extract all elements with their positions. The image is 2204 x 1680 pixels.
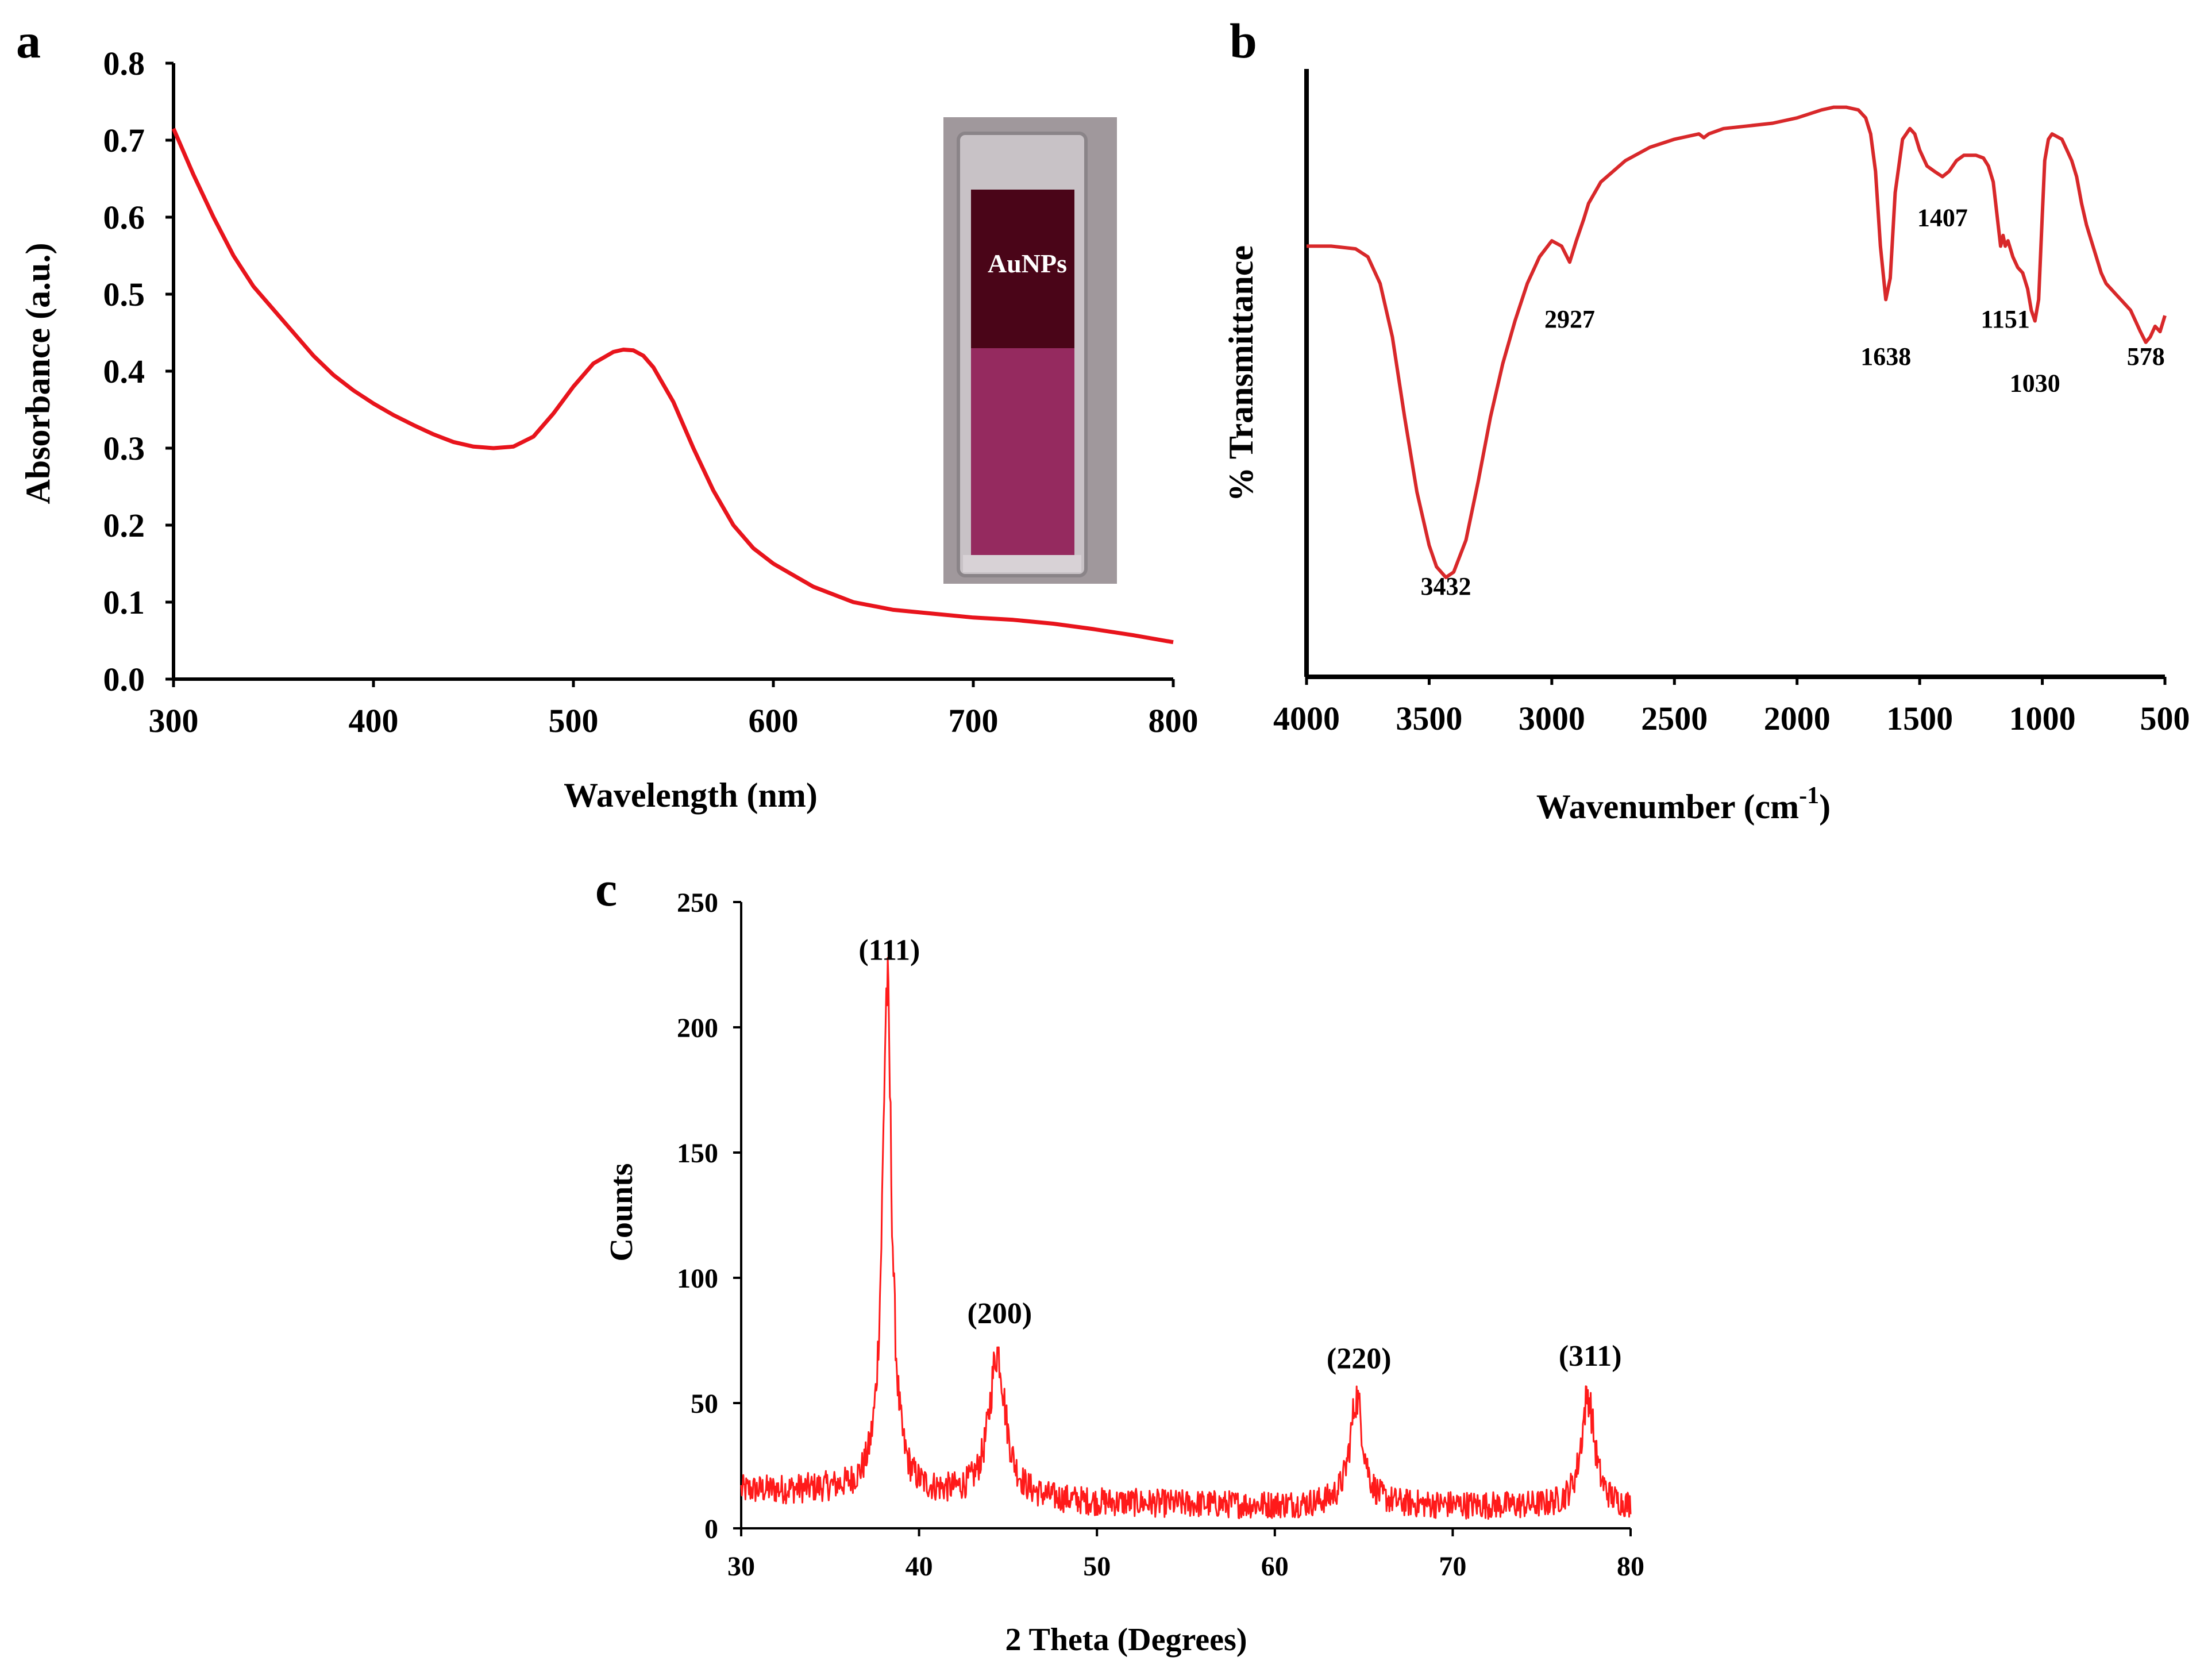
b-series-line — [1307, 105, 2167, 579]
c-x-tick-label: 60 — [1261, 1551, 1289, 1582]
a-y-tick-label: 0.3 — [103, 430, 145, 467]
c-peak-label: (111) — [858, 934, 920, 967]
b-x-axis-label-sup: -1 — [1799, 783, 1819, 809]
b-x-tick-label: 3500 — [1396, 700, 1462, 737]
c-x-tick-label: 70 — [1439, 1551, 1466, 1582]
c-y-tick-label: 200 — [677, 1013, 718, 1043]
b-x-tick-label: 3000 — [1519, 700, 1585, 737]
b-x-tick-label: 1000 — [2009, 700, 2076, 737]
a-y-tick-label: 0.4 — [103, 353, 145, 390]
b-y-axis-label: % Transmittance — [1222, 245, 1260, 502]
a-y-tick-label: 0.5 — [103, 276, 145, 313]
a-y-tick-label: 0.8 — [103, 45, 145, 82]
a-axes: 300 400 500 600 700 800 0.0 0.1 0.2 0.3 0.4 0.5 0.6 0… — [103, 45, 1199, 739]
a-y-tick-label: 0.7 — [103, 122, 145, 159]
a-series-line — [171, 128, 1174, 645]
b-x-tick-label: 2000 — [1764, 700, 1831, 737]
c-y-tick-label: 0 — [704, 1514, 718, 1544]
a-y-tick-label: 0.2 — [103, 507, 145, 544]
cuvette-photo — [943, 117, 1117, 584]
a-y-axis-label: Absorbance (a.u.) — [19, 242, 57, 504]
c-x-tick-label: 80 — [1617, 1551, 1644, 1582]
c-y-tick-label: 150 — [677, 1138, 718, 1169]
a-y-tick-label: 0.0 — [103, 661, 145, 698]
panel-a: a AuNPs 300 400 500 600 700 800 0.0 0.1 0.2 0.3 0.… — [16, 13, 1199, 814]
b-peak-label: 1407 — [1917, 203, 1968, 232]
b-peak-label: 3432 — [1420, 572, 1471, 600]
inset-label: AuNPs — [988, 249, 1067, 278]
a-x-tick-label: 700 — [949, 702, 999, 739]
c-x-tick-label: 30 — [727, 1551, 755, 1582]
c-x-tick-label: 40 — [906, 1551, 933, 1582]
b-peak-label: 1151 — [1980, 305, 2030, 333]
c-peak-label: (311) — [1559, 1340, 1622, 1373]
c-y-axis-label: Counts — [604, 1163, 639, 1261]
c-y-tick-label: 100 — [677, 1263, 718, 1294]
a-x-axis-label: Wavelength (nm) — [564, 776, 818, 814]
b-x-tick-label: 500 — [2140, 700, 2190, 737]
panel-c-letter: c — [595, 861, 617, 916]
a-x-tick-label: 400 — [349, 702, 399, 739]
b-peak-label: 578 — [2127, 342, 2165, 371]
b-x-axis-label: Wavenumber (cm-1) — [1536, 783, 1831, 826]
a-x-tick-label: 800 — [1149, 702, 1199, 739]
a-y-tick-label: 0.6 — [103, 199, 145, 236]
b-peak-label: 1638 — [1860, 342, 1911, 371]
c-x-tick-label: 50 — [1083, 1551, 1111, 1582]
b-peak-label: 2927 — [1544, 305, 1595, 333]
b-x-axis-label-main: Wavenumber (cm — [1536, 788, 1799, 826]
b-axes: 4000 3500 3000 2500 2000 1500 1000 500 — [1273, 69, 2190, 737]
b-x-tick-label: 4000 — [1273, 700, 1340, 737]
b-peak-label: 1030 — [2010, 369, 2060, 398]
b-x-tick-label: 1500 — [1886, 700, 1953, 737]
c-peak-label: (220) — [1327, 1342, 1392, 1375]
c-peak-label: (200) — [968, 1297, 1032, 1330]
a-x-tick-label: 500 — [549, 702, 599, 739]
b-x-axis-label-close: ) — [1819, 788, 1831, 826]
c-y-tick-label: 250 — [677, 888, 718, 918]
panel-b: b 4000 3500 3000 2500 2000 1500 1000 500 3432 29… — [1222, 13, 2190, 826]
a-x-tick-label: 600 — [749, 702, 799, 739]
cuvette-solution-dark — [971, 190, 1074, 348]
panel-c: c 30 40 50 60 70 80 0 50 100 150 200 250 (111) (200)… — [595, 861, 1644, 1658]
panel-b-letter: b — [1230, 13, 1257, 68]
c-axes: 30 40 50 60 70 80 0 50 100 150 200 250 — [677, 888, 1644, 1582]
b-x-tick-label: 2500 — [1641, 700, 1708, 737]
c-x-axis-label: 2 Theta (Degrees) — [1005, 1622, 1247, 1658]
cuvette-solution-light — [971, 348, 1074, 555]
c-series-line — [740, 957, 1632, 1520]
cuvette-base — [963, 555, 1081, 572]
c-peak-labels: (111) (200) (220) (311) — [858, 934, 1621, 1375]
c-y-tick-label: 50 — [691, 1389, 718, 1419]
a-y-tick-label: 0.1 — [103, 584, 145, 621]
b-peak-labels: 3432 2927 1638 1407 1151 1030 578 — [1420, 203, 2164, 600]
panel-a-letter: a — [16, 13, 41, 68]
a-x-tick-label: 300 — [149, 702, 199, 739]
